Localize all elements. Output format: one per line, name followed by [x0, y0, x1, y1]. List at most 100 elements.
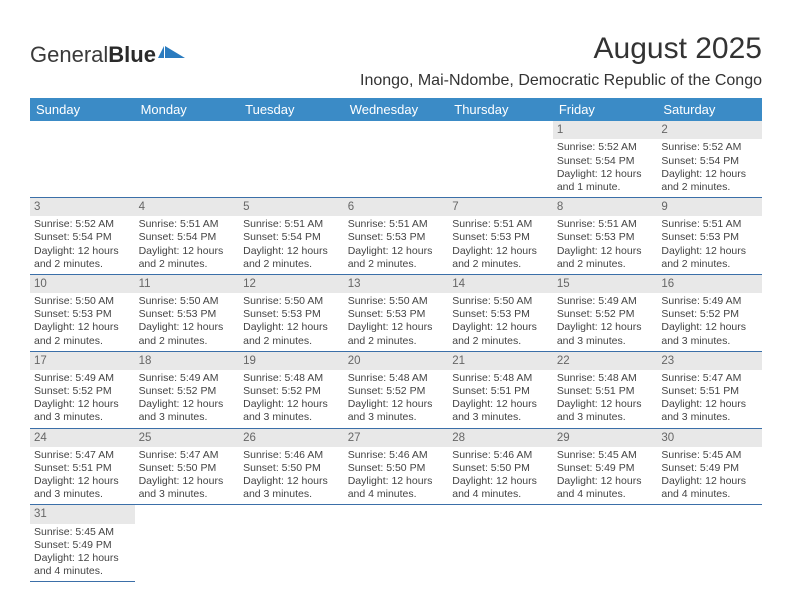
day-body: Sunrise: 5:45 AMSunset: 5:49 PMDaylight:…: [553, 447, 658, 505]
day-number: 21: [448, 352, 553, 370]
sunset-line: Sunset: 5:49 PM: [34, 539, 131, 552]
calendar-empty-cell: [239, 505, 344, 582]
day-body: Sunrise: 5:51 AMSunset: 5:53 PMDaylight:…: [448, 216, 553, 274]
calendar-week-row: 10Sunrise: 5:50 AMSunset: 5:53 PMDayligh…: [30, 274, 762, 351]
day-number: 1: [553, 121, 658, 139]
sunrise-line: Sunrise: 5:52 AM: [34, 218, 131, 231]
day-number: 30: [657, 429, 762, 447]
title-block: August 2025: [594, 32, 762, 66]
calendar-day-cell: 16Sunrise: 5:49 AMSunset: 5:52 PMDayligh…: [657, 274, 762, 351]
daylight-line: Daylight: 12 hours and 3 minutes.: [452, 398, 549, 424]
day-body: Sunrise: 5:51 AMSunset: 5:54 PMDaylight:…: [135, 216, 240, 274]
sunrise-line: Sunrise: 5:50 AM: [139, 295, 236, 308]
daylight-line: Daylight: 12 hours and 3 minutes.: [557, 398, 654, 424]
logo: GeneralBlue: [30, 32, 186, 68]
calendar-head: SundayMondayTuesdayWednesdayThursdayFrid…: [30, 98, 762, 121]
sunrise-line: Sunrise: 5:50 AM: [348, 295, 445, 308]
day-body: Sunrise: 5:52 AMSunset: 5:54 PMDaylight:…: [30, 216, 135, 274]
day-number: 11: [135, 275, 240, 293]
sunset-line: Sunset: 5:53 PM: [348, 308, 445, 321]
day-body: Sunrise: 5:50 AMSunset: 5:53 PMDaylight:…: [30, 293, 135, 351]
calendar-day-cell: 19Sunrise: 5:48 AMSunset: 5:52 PMDayligh…: [239, 351, 344, 428]
daylight-line: Daylight: 12 hours and 3 minutes.: [139, 475, 236, 501]
calendar-day-cell: 10Sunrise: 5:50 AMSunset: 5:53 PMDayligh…: [30, 274, 135, 351]
sunrise-line: Sunrise: 5:51 AM: [557, 218, 654, 231]
sunrise-line: Sunrise: 5:49 AM: [557, 295, 654, 308]
sunset-line: Sunset: 5:54 PM: [139, 231, 236, 244]
daylight-line: Daylight: 12 hours and 3 minutes.: [557, 321, 654, 347]
daylight-line: Daylight: 12 hours and 4 minutes.: [661, 475, 758, 501]
header: GeneralBlue August 2025: [30, 32, 762, 68]
daylight-line: Daylight: 12 hours and 2 minutes.: [243, 321, 340, 347]
day-body: Sunrise: 5:51 AMSunset: 5:54 PMDaylight:…: [239, 216, 344, 274]
calendar-day-cell: 15Sunrise: 5:49 AMSunset: 5:52 PMDayligh…: [553, 274, 658, 351]
day-number: 17: [30, 352, 135, 370]
day-number: 16: [657, 275, 762, 293]
day-body: Sunrise: 5:45 AMSunset: 5:49 PMDaylight:…: [657, 447, 762, 505]
day-number: 29: [553, 429, 658, 447]
calendar-day-cell: 25Sunrise: 5:47 AMSunset: 5:50 PMDayligh…: [135, 428, 240, 505]
day-number: 5: [239, 198, 344, 216]
day-number: 26: [239, 429, 344, 447]
calendar-day-cell: 11Sunrise: 5:50 AMSunset: 5:53 PMDayligh…: [135, 274, 240, 351]
sunset-line: Sunset: 5:52 PM: [243, 385, 340, 398]
day-number: 23: [657, 352, 762, 370]
day-number: 25: [135, 429, 240, 447]
sunrise-line: Sunrise: 5:48 AM: [243, 372, 340, 385]
daylight-line: Daylight: 12 hours and 2 minutes.: [661, 245, 758, 271]
calendar-day-cell: 28Sunrise: 5:46 AMSunset: 5:50 PMDayligh…: [448, 428, 553, 505]
sunrise-line: Sunrise: 5:45 AM: [34, 526, 131, 539]
day-body: Sunrise: 5:45 AMSunset: 5:49 PMDaylight:…: [30, 524, 135, 582]
daylight-line: Daylight: 12 hours and 2 minutes.: [557, 245, 654, 271]
sunset-line: Sunset: 5:50 PM: [452, 462, 549, 475]
sunset-line: Sunset: 5:51 PM: [452, 385, 549, 398]
day-body: Sunrise: 5:49 AMSunset: 5:52 PMDaylight:…: [553, 293, 658, 351]
sunset-line: Sunset: 5:53 PM: [34, 308, 131, 321]
calendar-day-cell: 24Sunrise: 5:47 AMSunset: 5:51 PMDayligh…: [30, 428, 135, 505]
calendar-day-cell: 29Sunrise: 5:45 AMSunset: 5:49 PMDayligh…: [553, 428, 658, 505]
calendar-table: SundayMondayTuesdayWednesdayThursdayFrid…: [30, 98, 762, 582]
daylight-line: Daylight: 12 hours and 3 minutes.: [34, 475, 131, 501]
calendar-day-cell: 7Sunrise: 5:51 AMSunset: 5:53 PMDaylight…: [448, 197, 553, 274]
sunrise-line: Sunrise: 5:49 AM: [661, 295, 758, 308]
weekday-header: Sunday: [30, 98, 135, 121]
calendar-day-cell: 14Sunrise: 5:50 AMSunset: 5:53 PMDayligh…: [448, 274, 553, 351]
calendar-empty-cell: [30, 121, 135, 197]
weekday-header: Monday: [135, 98, 240, 121]
day-body: Sunrise: 5:48 AMSunset: 5:52 PMDaylight:…: [239, 370, 344, 428]
calendar-day-cell: 26Sunrise: 5:46 AMSunset: 5:50 PMDayligh…: [239, 428, 344, 505]
sunrise-line: Sunrise: 5:45 AM: [557, 449, 654, 462]
sunset-line: Sunset: 5:54 PM: [661, 155, 758, 168]
calendar-week-row: 17Sunrise: 5:49 AMSunset: 5:52 PMDayligh…: [30, 351, 762, 428]
sunrise-line: Sunrise: 5:51 AM: [348, 218, 445, 231]
weekday-row: SundayMondayTuesdayWednesdayThursdayFrid…: [30, 98, 762, 121]
sunset-line: Sunset: 5:53 PM: [348, 231, 445, 244]
sunrise-line: Sunrise: 5:52 AM: [661, 141, 758, 154]
day-body: Sunrise: 5:48 AMSunset: 5:52 PMDaylight:…: [344, 370, 449, 428]
sunset-line: Sunset: 5:51 PM: [661, 385, 758, 398]
sunset-line: Sunset: 5:52 PM: [557, 308, 654, 321]
daylight-line: Daylight: 12 hours and 2 minutes.: [34, 245, 131, 271]
weekday-header: Saturday: [657, 98, 762, 121]
sunrise-line: Sunrise: 5:47 AM: [661, 372, 758, 385]
calendar-day-cell: 30Sunrise: 5:45 AMSunset: 5:49 PMDayligh…: [657, 428, 762, 505]
sunset-line: Sunset: 5:53 PM: [557, 231, 654, 244]
day-number: 31: [30, 505, 135, 523]
day-body: Sunrise: 5:48 AMSunset: 5:51 PMDaylight:…: [448, 370, 553, 428]
daylight-line: Daylight: 12 hours and 2 minutes.: [452, 321, 549, 347]
calendar-day-cell: 27Sunrise: 5:46 AMSunset: 5:50 PMDayligh…: [344, 428, 449, 505]
day-body: Sunrise: 5:51 AMSunset: 5:53 PMDaylight:…: [553, 216, 658, 274]
weekday-header: Wednesday: [344, 98, 449, 121]
day-number: 4: [135, 198, 240, 216]
day-body: Sunrise: 5:46 AMSunset: 5:50 PMDaylight:…: [344, 447, 449, 505]
day-number: 18: [135, 352, 240, 370]
sunset-line: Sunset: 5:49 PM: [661, 462, 758, 475]
calendar-day-cell: 23Sunrise: 5:47 AMSunset: 5:51 PMDayligh…: [657, 351, 762, 428]
calendar-day-cell: 2Sunrise: 5:52 AMSunset: 5:54 PMDaylight…: [657, 121, 762, 197]
sunset-line: Sunset: 5:54 PM: [34, 231, 131, 244]
sunset-line: Sunset: 5:52 PM: [139, 385, 236, 398]
calendar-day-cell: 3Sunrise: 5:52 AMSunset: 5:54 PMDaylight…: [30, 197, 135, 274]
calendar-day-cell: 21Sunrise: 5:48 AMSunset: 5:51 PMDayligh…: [448, 351, 553, 428]
daylight-line: Daylight: 12 hours and 2 minutes.: [661, 168, 758, 194]
daylight-line: Daylight: 12 hours and 2 minutes.: [243, 245, 340, 271]
